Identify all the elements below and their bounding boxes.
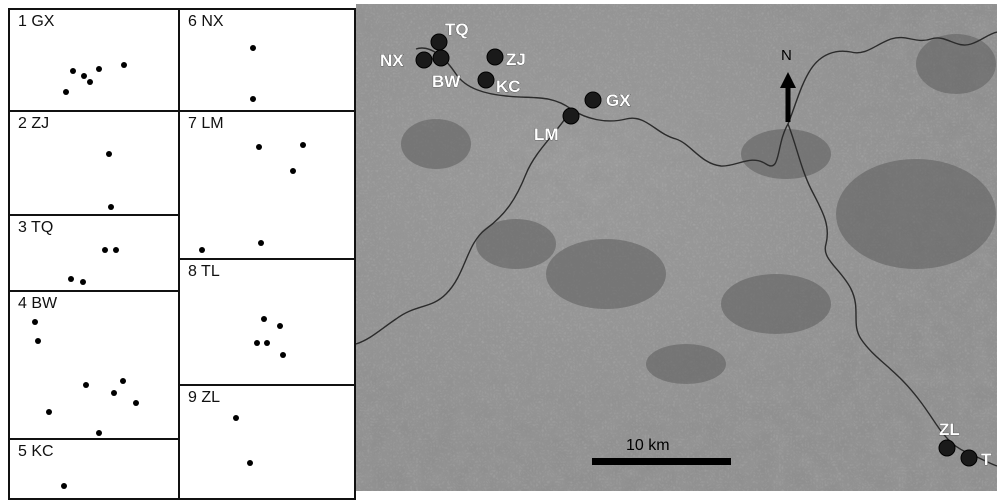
site-marker-bw — [432, 49, 450, 67]
panel-label: 9 ZL — [188, 389, 221, 406]
dot — [247, 460, 253, 466]
site-marker-kc — [477, 71, 495, 89]
dot — [102, 247, 108, 253]
scale-bar — [592, 458, 731, 465]
dot — [106, 151, 112, 157]
dot — [254, 340, 260, 346]
panel-label: 3 TQ — [18, 219, 54, 236]
north-arrow-icon — [780, 72, 796, 122]
dot — [83, 382, 89, 388]
dot — [120, 378, 126, 384]
panel-nx: 6 NX — [178, 8, 356, 112]
dot — [96, 430, 102, 436]
site-label-zl: ZL — [939, 420, 960, 439]
dot — [46, 409, 52, 415]
river — [356, 31, 997, 467]
site-marker-nx — [415, 51, 433, 69]
panel-zj: 2 ZJ — [8, 110, 180, 216]
site-label-lm: LM — [534, 125, 559, 144]
dot — [121, 62, 127, 68]
dot — [87, 79, 93, 85]
site-label-zj: ZJ — [506, 50, 526, 69]
dot — [32, 319, 38, 325]
dot — [256, 144, 262, 150]
dot — [81, 73, 87, 79]
panel-label: 1 GX — [18, 13, 55, 30]
dot — [68, 276, 74, 282]
site-label-gx: GX — [606, 91, 631, 110]
dot — [108, 204, 114, 210]
dot — [290, 168, 296, 174]
dot — [113, 247, 119, 253]
dot — [277, 323, 283, 329]
map-svg: 10 km N TQ NX BW ZJ KC GX LM ZL T — [356, 4, 997, 491]
panel-label: 7 LM — [188, 115, 224, 132]
panel-label: 4 BW — [18, 295, 58, 312]
panel-label: 8 TL — [188, 263, 220, 280]
site-label-kc: KC — [496, 77, 521, 96]
panel-tq: 3 TQ — [8, 214, 180, 292]
dot — [96, 66, 102, 72]
panel-tl: 8 TL — [178, 258, 356, 386]
panel-zl: 9 ZL — [178, 384, 356, 500]
panel-gx: 1 GX — [8, 8, 180, 112]
dot — [264, 340, 270, 346]
dot — [250, 96, 256, 102]
site-label-t: T — [981, 450, 992, 469]
dot — [63, 89, 69, 95]
north-label: N — [781, 47, 792, 64]
panel-label: 5 KC — [18, 443, 54, 460]
panel-lm: 7 LM — [178, 110, 356, 260]
dot — [258, 240, 264, 246]
dot — [233, 415, 239, 421]
dot — [35, 338, 41, 344]
site-label-bw: BW — [432, 72, 461, 91]
dot — [280, 352, 286, 358]
panel-bw: 4 BW — [8, 290, 180, 440]
dot — [133, 400, 139, 406]
site-label-nx: NX — [380, 51, 404, 70]
dot — [70, 68, 76, 74]
dot — [300, 142, 306, 148]
dot — [61, 483, 67, 489]
panel-kc: 5 KC — [8, 438, 180, 500]
site-marker-t — [960, 449, 978, 467]
site-marker-zl — [938, 439, 956, 457]
scale-label: 10 km — [626, 437, 670, 454]
site-marker-lm — [562, 107, 580, 125]
forest-patches — [401, 34, 996, 384]
dot — [111, 390, 117, 396]
dot — [80, 279, 86, 285]
site-markers — [415, 33, 978, 467]
dot — [250, 45, 256, 51]
panel-label: 2 ZJ — [18, 115, 50, 132]
dot — [261, 316, 267, 322]
satellite-map: 10 km N TQ NX BW ZJ KC GX LM ZL T — [356, 4, 997, 491]
dot — [199, 247, 205, 253]
site-marker-gx — [584, 91, 602, 109]
panel-label: 6 NX — [188, 13, 224, 30]
site-marker-zj — [486, 48, 504, 66]
site-label-tq: TQ — [445, 20, 469, 39]
